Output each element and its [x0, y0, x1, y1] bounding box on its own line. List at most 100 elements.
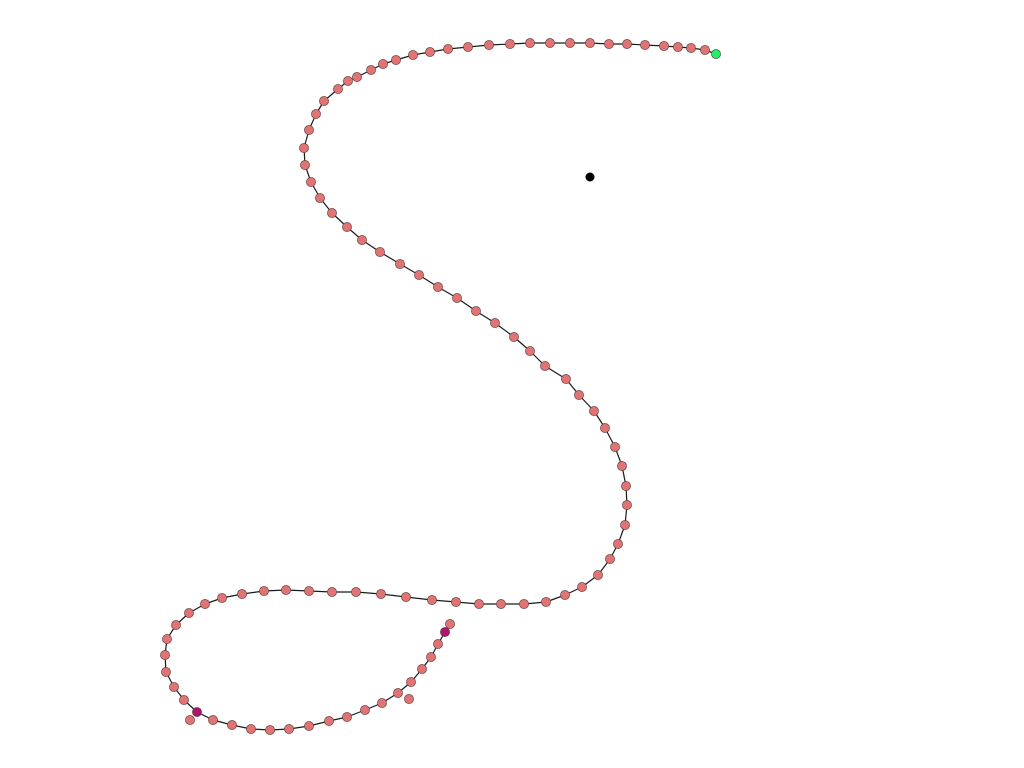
path-node[interactable]: [160, 650, 170, 660]
path-node[interactable]: [319, 96, 329, 106]
path-node[interactable]: [378, 59, 388, 69]
path-node[interactable]: [227, 720, 237, 730]
path-node[interactable]: [445, 619, 455, 629]
path-node[interactable]: [622, 39, 632, 49]
path-node[interactable]: [304, 586, 314, 596]
path-node[interactable]: [617, 461, 627, 471]
path-node[interactable]: [342, 712, 352, 722]
path-node[interactable]: [545, 38, 555, 48]
path-node[interactable]: [208, 715, 218, 725]
path-node[interactable]: [640, 40, 650, 50]
path-node[interactable]: [620, 520, 630, 530]
path-node[interactable]: [311, 109, 321, 119]
path-node[interactable]: [600, 423, 610, 433]
path-node[interactable]: [306, 177, 316, 187]
path-node[interactable]: [406, 677, 416, 687]
path-node[interactable]: [577, 582, 587, 592]
path-node[interactable]: [525, 346, 535, 356]
path-node[interactable]: [540, 361, 550, 371]
path-node[interactable]: [404, 694, 414, 704]
path-node[interactable]: [366, 65, 376, 75]
path-node[interactable]: [304, 125, 314, 135]
path-node-selected[interactable]: [192, 707, 202, 717]
path-node[interactable]: [393, 688, 403, 698]
path-node[interactable]: [246, 724, 256, 734]
path-node[interactable]: [417, 664, 427, 674]
path-node[interactable]: [327, 208, 337, 218]
path-node[interactable]: [700, 45, 710, 55]
path-node[interactable]: [443, 44, 453, 54]
path-node[interactable]: [484, 40, 494, 50]
path-node[interactable]: [265, 725, 275, 735]
target-point[interactable]: [585, 172, 595, 182]
path-node[interactable]: [357, 235, 367, 245]
path-node[interactable]: [463, 42, 473, 52]
path-node[interactable]: [433, 639, 443, 649]
path-node[interactable]: [299, 143, 309, 153]
path-node[interactable]: [605, 554, 615, 564]
path-node[interactable]: [352, 72, 362, 82]
path-node[interactable]: [391, 55, 401, 65]
path-node[interactable]: [281, 585, 291, 595]
path-node[interactable]: [360, 705, 370, 715]
path-node[interactable]: [315, 193, 325, 203]
path-node[interactable]: [237, 589, 247, 599]
path-node[interactable]: [171, 620, 181, 630]
path-node[interactable]: [324, 716, 334, 726]
path-node[interactable]: [505, 39, 515, 49]
path-node[interactable]: [162, 634, 172, 644]
path-node-selected[interactable]: [440, 627, 450, 637]
path-node[interactable]: [509, 332, 519, 342]
path-node[interactable]: [659, 41, 669, 51]
path-node[interactable]: [490, 318, 500, 328]
path-node[interactable]: [673, 42, 683, 52]
path-node[interactable]: [185, 715, 195, 725]
path-node[interactable]: [376, 589, 386, 599]
path-node[interactable]: [408, 50, 418, 60]
path-node[interactable]: [565, 38, 575, 48]
path-node[interactable]: [401, 592, 411, 602]
path-node[interactable]: [351, 587, 361, 597]
path-node[interactable]: [610, 442, 620, 452]
path-node[interactable]: [343, 76, 353, 86]
path-node[interactable]: [561, 374, 571, 384]
path-node[interactable]: [585, 38, 595, 48]
path-node[interactable]: [593, 570, 603, 580]
path-node[interactable]: [452, 293, 462, 303]
path-node-start[interactable]: [711, 49, 721, 59]
path-node[interactable]: [471, 306, 481, 316]
path-node[interactable]: [425, 47, 435, 57]
path-node[interactable]: [496, 599, 506, 609]
path-node[interactable]: [604, 39, 614, 49]
path-node[interactable]: [377, 698, 387, 708]
path-node[interactable]: [169, 682, 179, 692]
path-node[interactable]: [613, 539, 623, 549]
path-node[interactable]: [395, 259, 405, 269]
path-node[interactable]: [414, 270, 424, 280]
path-node[interactable]: [560, 590, 570, 600]
path-node[interactable]: [525, 38, 535, 48]
path-node[interactable]: [161, 667, 171, 677]
path-node[interactable]: [184, 608, 194, 618]
path-node[interactable]: [541, 597, 551, 607]
path-node[interactable]: [217, 593, 227, 603]
path-node[interactable]: [686, 43, 696, 53]
path-node[interactable]: [284, 724, 294, 734]
path-node[interactable]: [574, 390, 584, 400]
path-node[interactable]: [474, 599, 484, 609]
path-node[interactable]: [304, 721, 314, 731]
path-node[interactable]: [375, 247, 385, 257]
path-node[interactable]: [179, 695, 189, 705]
path-node[interactable]: [259, 586, 269, 596]
path-node[interactable]: [342, 222, 352, 232]
path-node[interactable]: [427, 595, 437, 605]
path-node[interactable]: [333, 84, 343, 94]
path-node[interactable]: [327, 587, 337, 597]
path-node[interactable]: [519, 599, 529, 609]
path-node[interactable]: [426, 652, 436, 662]
path-node[interactable]: [433, 282, 443, 292]
path-node[interactable]: [200, 599, 210, 609]
path-node[interactable]: [589, 406, 599, 416]
path-node[interactable]: [300, 160, 310, 170]
